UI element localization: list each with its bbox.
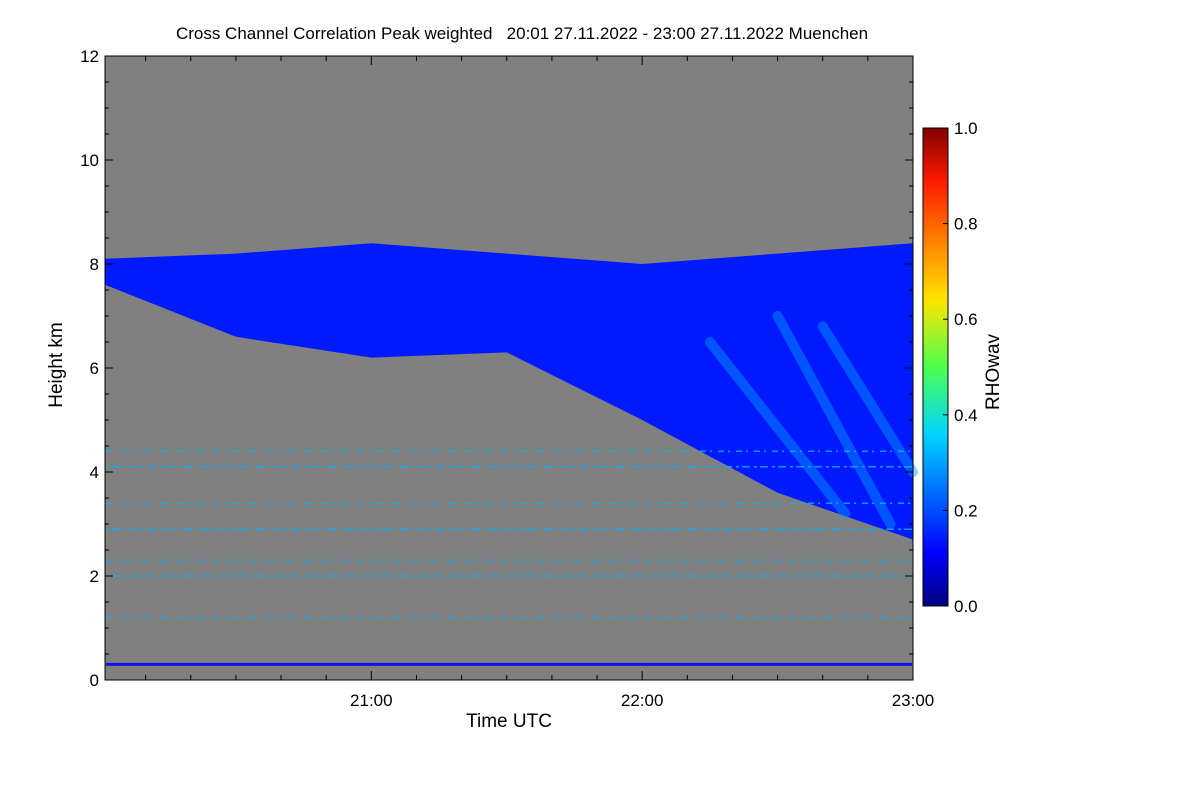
colorbar-gradient: [922, 127, 949, 607]
cloud-layer: [105, 243, 918, 540]
colorbar-tick-label: 1.0: [954, 119, 978, 138]
colorbar-tick-label: 0.6: [954, 310, 978, 329]
plot-area: [104, 55, 918, 681]
colorbar-tick-label: 0.0: [954, 597, 978, 616]
colorbar-label: RHOwav: [983, 333, 1004, 410]
y-axis-label: Height km: [46, 322, 67, 408]
y-tick-label: 10: [80, 151, 99, 170]
y-tick-label: 2: [90, 567, 99, 586]
cloud-streak: [704, 337, 851, 519]
x-tick-label: 23:00: [892, 691, 935, 710]
colorbar: 0.0 0.2 0.4 0.6 0.8 1.0: [922, 119, 978, 616]
colorbar-tick-label: 0.8: [954, 215, 978, 234]
colorbar-tick-label: 0.4: [954, 406, 978, 425]
cloud-region: [105, 243, 913, 540]
y-tick-label: 12: [80, 47, 99, 66]
noise-layers: [106, 450, 912, 666]
x-tick-label: 21:00: [350, 691, 393, 710]
colorbar-tick-label: 0.2: [954, 501, 978, 520]
y-axis: 0 2 4 6 8 10 12: [80, 47, 913, 690]
cloud-streak: [817, 321, 918, 477]
y-tick-label: 0: [90, 671, 99, 690]
cloud-streak: [772, 311, 896, 529]
y-tick-label: 8: [90, 255, 99, 274]
x-tick-label: 22:00: [621, 691, 664, 710]
x-axis-label: Time UTC: [466, 711, 552, 732]
x-axis: 21:00 22:00 23:00: [145, 56, 935, 710]
y-tick-label: 6: [90, 359, 99, 378]
y-tick-label: 4: [90, 463, 99, 482]
chart-title: Cross Channel Correlation Peak weighted …: [176, 24, 868, 43]
